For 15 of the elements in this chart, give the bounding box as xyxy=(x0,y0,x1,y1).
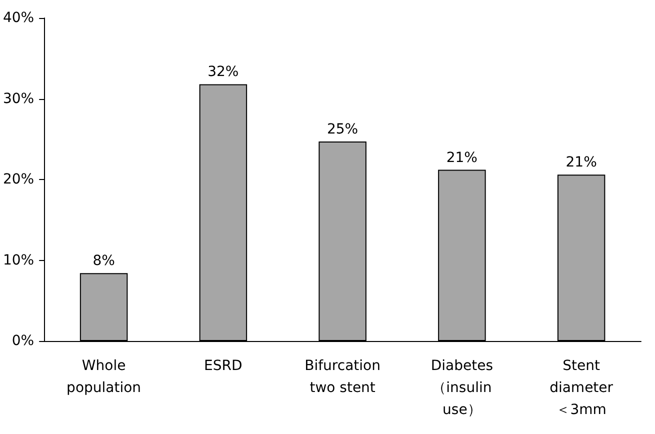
data-label: 25% xyxy=(326,122,358,138)
y-tick-label: 10% xyxy=(2,252,34,268)
data-label: 32% xyxy=(208,64,239,80)
x-tick-label: Bifurcation two stent xyxy=(304,358,380,396)
data-label: 8% xyxy=(92,253,115,270)
data-label: 21% xyxy=(566,154,597,171)
y-tick-label: 0% xyxy=(12,333,34,349)
y-tick-label: 20% xyxy=(2,172,34,188)
y-tick-label: 30% xyxy=(2,90,34,107)
x-tick-label: ESRD xyxy=(204,358,242,374)
x-tick-label: Whole population xyxy=(66,358,142,396)
x-tick-label: Diabetes （insulin use） xyxy=(430,358,494,418)
y-tick-label: 40% xyxy=(2,10,34,26)
x-tick-label: Stent diameter ＜3mm xyxy=(550,358,614,418)
data-label: 21% xyxy=(446,150,478,166)
